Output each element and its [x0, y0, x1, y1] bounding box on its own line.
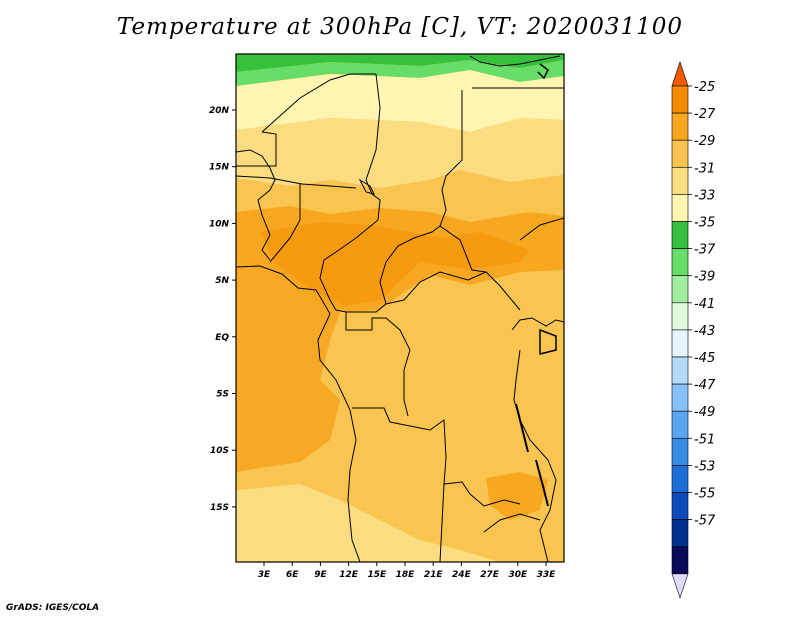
longitude-axis: 3E 6E 9E 12E 15E 18E 21E 24E 27E 30E 33E [258, 562, 556, 580]
colorbar-legend: -25 -27 -29 -31 -33 -35 -37 -39 -41 -43 -45 -47 -49 -… [671, 61, 716, 599]
east-border [379, 90, 463, 305]
colorbar-swatch [671, 383, 689, 412]
band-minus39 [236, 60, 564, 86]
colorbar-bottom-triangle [671, 573, 689, 599]
colorbar-swatch [671, 85, 689, 114]
band-minus27-core [260, 222, 530, 306]
south-inner-border [439, 483, 445, 562]
colorbar-label: -55 [694, 487, 715, 502]
colorbar-swatch [671, 112, 689, 141]
political-boundaries [236, 55, 564, 562]
colorbar-label: -51 [694, 432, 715, 447]
lon-tick-label: 24E [452, 570, 472, 580]
northeast-border [519, 217, 564, 241]
temperature-field [236, 54, 564, 562]
nile-delta [537, 63, 549, 80]
colorbar-swatch [671, 492, 689, 520]
grads-credit: GrADS: IGES/COLA [6, 603, 100, 613]
lon-tick-label: 9E [314, 570, 327, 580]
colorbar-swatch [671, 221, 689, 249]
colorbar-label: -41 [694, 297, 715, 312]
colorbar-label: -27 [694, 107, 716, 122]
lon-tick-label: 15E [367, 570, 387, 580]
colorbar-swatch [671, 329, 689, 358]
colorbar-label: -25 [694, 80, 715, 95]
colorbar-label: -49 [694, 405, 715, 420]
band-minus37 [236, 54, 564, 72]
lat-tick-label: 15N [209, 163, 230, 173]
colorbar-label: -29 [694, 134, 715, 149]
east-inner-border [439, 225, 487, 273]
lon-tick-label: 6E [286, 570, 299, 580]
nigeria-border [269, 184, 301, 263]
colorbar-swatch [671, 519, 689, 547]
lon-tick-label: 21E [424, 570, 444, 580]
map-frame [235, 53, 565, 563]
congo-border [345, 312, 411, 417]
lat-tick-label: 20N [209, 106, 230, 116]
lat-tick-label: 10N [209, 219, 230, 229]
colorbar-label: -35 [694, 216, 715, 231]
map-title: Temperature at 300hPa [C], VT: 202003110… [116, 14, 684, 40]
lat-tick-label: 10S [210, 446, 229, 456]
colorbar-label: -37 [694, 243, 716, 258]
lake-tanganyika [515, 403, 529, 453]
colorbar-swatch [671, 275, 689, 304]
lon-tick-label: 18E [396, 570, 416, 580]
colorbar-swatch [671, 248, 689, 277]
colorbar-swatch [671, 465, 689, 493]
lon-tick-label: 33E [537, 570, 557, 580]
lat-tick-label: 15S [210, 503, 229, 513]
colorbar-label: -47 [694, 378, 716, 393]
lake-chad [358, 178, 375, 195]
sahel-border [236, 175, 357, 189]
colorbar-swatch [671, 410, 689, 439]
mali-border [236, 131, 277, 167]
colorbar-swatch [671, 356, 689, 385]
lon-tick-label: 12E [339, 570, 359, 580]
zimbabwe-border [483, 513, 541, 533]
colorbar-label: -45 [694, 351, 715, 366]
coastline-west [236, 265, 361, 562]
colorbar-swatch [671, 139, 689, 168]
band-minus31-north [236, 170, 564, 222]
lat-tick-label: 5S [216, 390, 229, 400]
colorbar-label: -57 [694, 514, 716, 529]
lon-tick-label: 27E [480, 570, 500, 580]
colorbar-label: -39 [694, 270, 715, 285]
south-border [352, 407, 521, 507]
colorbar-swatch [671, 167, 689, 195]
lon-tick-label: 30E [508, 570, 528, 580]
coastline-northwest [236, 149, 276, 261]
colorbar-swatch [671, 194, 689, 222]
colorbar-label: -43 [694, 324, 715, 339]
band-minus29-west [236, 262, 340, 472]
colorbar-swatch [671, 302, 689, 331]
lon-tick-label: 3E [258, 570, 271, 580]
tanzania-border [513, 349, 557, 562]
lat-tick-label: EQ [215, 333, 229, 343]
band-minus33-south [236, 484, 500, 562]
lat-tick-label: 5N [215, 276, 229, 286]
lake-victoria [539, 328, 557, 355]
latitude-axis: 20N 15N 10N 5N EQ 5S 10S 15S [209, 106, 236, 513]
central-border [319, 73, 521, 313]
colorbar-swatch [671, 546, 689, 575]
colorbar-top-triangle [671, 61, 689, 87]
colorbar-label: -53 [694, 459, 715, 474]
colorbar-label: -31 [694, 161, 715, 176]
lake-malawi [535, 459, 549, 507]
band-minus29-east [486, 472, 548, 520]
algeria-border [261, 73, 376, 133]
uganda-border [511, 317, 564, 331]
band-minus33 [236, 118, 564, 188]
mediterranean-coast [469, 55, 561, 67]
colorbar-swatch [671, 437, 689, 466]
band-minus35 [236, 70, 564, 132]
colorbar-label: -33 [694, 188, 715, 203]
